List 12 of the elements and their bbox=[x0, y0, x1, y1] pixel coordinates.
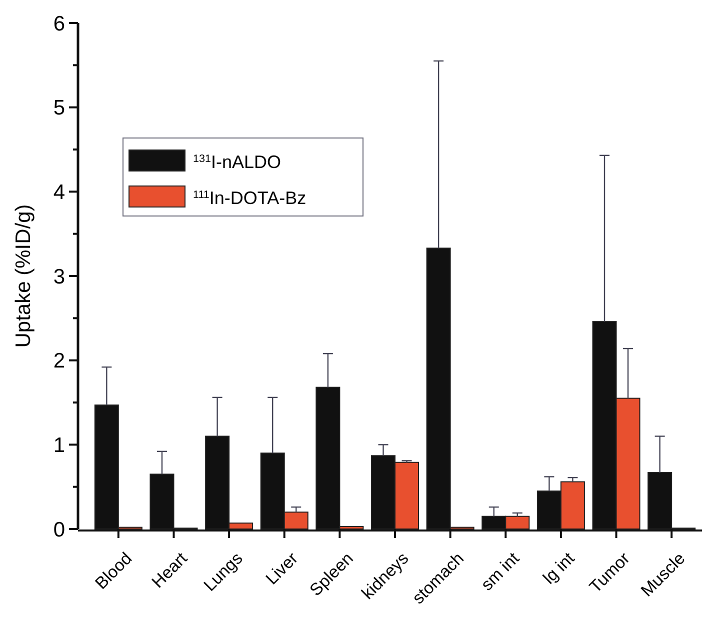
y-tick-label: 5 bbox=[53, 96, 65, 120]
y-tick-label: 2 bbox=[53, 350, 65, 373]
y-tick-label: 3 bbox=[53, 265, 65, 288]
x-tick-label: sm int bbox=[477, 548, 524, 594]
y-tick-label: 0 bbox=[53, 518, 65, 542]
y-tick-label: 6 bbox=[53, 12, 65, 36]
x-tick-label: lg int bbox=[539, 548, 578, 588]
y-tick-label: 1 bbox=[53, 434, 65, 458]
y-axis-title: Uptake (%ID/g) bbox=[12, 204, 35, 348]
legend-label: $^{111}$In-DOTA-Bz bbox=[193, 188, 306, 208]
legend-label: $^{131}$I-nALDO bbox=[193, 152, 282, 172]
y-tick-label: 4 bbox=[53, 181, 66, 204]
